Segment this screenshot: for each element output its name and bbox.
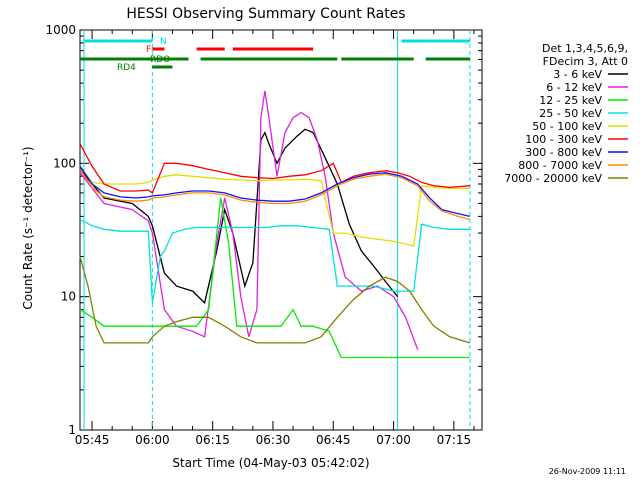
status-label-rdo: RDO — [150, 55, 170, 65]
legend-label-50-100-kev: 50 - 100 keV — [532, 120, 602, 133]
x-axis-label: Start Time (04-May-03 05:42:02) — [172, 456, 369, 470]
legend-label-6-12-kev: 6 - 12 keV — [546, 81, 602, 94]
legend-label-800-7000-kev: 800 - 7000 keV — [518, 159, 602, 172]
x-tick-label: 05:45 — [75, 433, 110, 447]
legend-label-300-800-kev: 300 - 800 keV — [525, 146, 602, 159]
series-line-12-25-kev — [79, 197, 470, 359]
plot-area: 1 10 100 1000 05:45 06:00 06:15 06:30 06:45 07:00… — [45, 23, 483, 447]
legend-label-100-300-kev: 100 - 300 keV — [525, 133, 602, 146]
series-line-300-800-kev — [79, 165, 471, 218]
series-line-6-12-kev — [79, 90, 419, 350]
y-tick-label: 1000 — [45, 23, 76, 37]
y-tick-label: 1 — [68, 423, 76, 437]
status-label-rd4: RD4 — [117, 63, 136, 73]
legend-header-line-1: Det 1,3,4,5,6,9, — [542, 42, 628, 55]
series-line-7000-20000-kev — [79, 256, 471, 344]
status-label-n: N — [160, 37, 167, 47]
legend-label-25-50-kev: 25 - 50 keV — [539, 107, 602, 120]
legend-label-7000-20000-kev: 7000 - 20000 keV — [504, 172, 602, 185]
legend-label-12-25-kev: 12 - 25 keV — [539, 94, 602, 107]
status-label-f: F — [146, 45, 151, 55]
x-tick-label: 06:15 — [195, 433, 230, 447]
series-line-800-7000-kev — [79, 169, 471, 221]
series-line-25-50-kev — [79, 218, 470, 303]
x-tick-label: 07:15 — [437, 433, 472, 447]
x-tick-label: 06:00 — [135, 433, 170, 447]
x-tick-label: 06:45 — [316, 433, 351, 447]
series-line-100-300-kev — [79, 143, 470, 194]
plot-frame — [79, 29, 483, 431]
x-tick-label: 07:00 — [376, 433, 411, 447]
legend-header-line-2: FDecim 3, Att 0 — [543, 55, 628, 68]
y-tick-label: 100 — [53, 156, 76, 170]
legend-label-3-6-kev: 3 - 6 keV — [553, 68, 602, 81]
series-line-50-100-kev — [79, 165, 470, 247]
x-tick-label: 06:30 — [256, 433, 291, 447]
chart-title: HESSI Observing Summary Count Rates — [126, 6, 405, 22]
y-axis-label: Count Rate (s⁻¹ detector⁻¹) — [21, 146, 35, 309]
timestamp-footer: 26-Nov-2009 11:11 — [549, 467, 626, 476]
y-tick-label: 10 — [61, 290, 76, 304]
